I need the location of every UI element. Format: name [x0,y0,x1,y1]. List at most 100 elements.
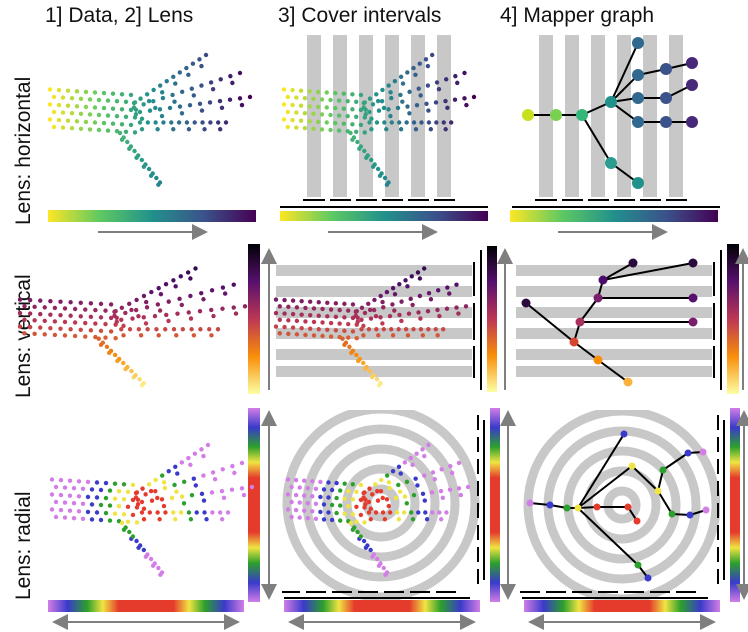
data-point [453,73,458,79]
graph-edge [525,302,575,343]
data-point [359,305,365,310]
data-point [98,328,104,334]
graph-edge [577,465,633,509]
data-point [138,96,143,101]
data-point [367,486,372,491]
data-point [320,306,325,312]
data-point [117,130,123,136]
data-point [71,516,77,521]
data-point [328,112,333,118]
data-point [56,102,62,108]
data-point [297,485,302,490]
data-point [290,117,295,123]
data-point [386,503,391,509]
data-point [426,442,431,448]
data-point [285,507,291,512]
data-point [414,102,420,108]
data-point [441,120,446,125]
data-point [133,490,139,496]
data-point [103,321,108,327]
data-point [398,127,404,132]
data-point [299,298,304,304]
data-point [133,307,139,313]
data-point [407,111,412,116]
data-point [387,313,393,319]
data-point [375,166,381,172]
data-point [398,471,403,476]
data-point [76,509,82,514]
data-point [74,89,80,94]
data-point [290,311,296,317]
graph-node [699,448,707,456]
data-point [98,502,104,508]
data-point [138,333,144,338]
graph-node [526,499,534,507]
data-point [128,107,134,113]
data-point [354,129,359,134]
data-point [353,313,358,318]
data-point [328,97,333,103]
data-point [372,297,377,303]
data-point [299,312,304,317]
data-point [197,309,203,314]
data-point [119,92,125,97]
data-point [60,110,66,115]
data-point [376,108,382,113]
data-point [386,83,391,88]
data-point [103,495,109,501]
data-point [333,314,339,320]
graph-node [550,109,562,121]
data-point [418,93,423,98]
data-point [311,96,316,102]
data-point [373,313,379,319]
data-point [405,104,410,109]
data-point [378,561,383,566]
data-point [378,489,384,494]
data-point [232,470,237,476]
data-point [342,301,347,307]
data-point [371,307,377,313]
data-point [350,92,355,97]
data-point [169,120,174,125]
data-point [350,348,356,354]
data-point [184,65,189,71]
data-point [38,311,43,317]
data-point [157,308,163,313]
data-point [56,87,62,93]
data-point [145,120,151,125]
data-point [390,333,396,338]
data-point [404,501,409,506]
data-point [188,293,193,299]
data-point [141,547,147,553]
data-point [204,517,209,522]
data-points-radial-cover [285,442,471,577]
data-point [414,451,419,456]
data-point [420,447,425,452]
data-point [78,126,84,131]
data-point [199,491,205,497]
data-point [125,489,131,494]
data-point [96,127,102,133]
data-point [368,547,373,553]
data-point [123,129,129,134]
data-point [342,328,347,334]
data-point [103,308,108,313]
column-title-data-lens: 1] Data, 2] Lens [45,4,193,27]
data-point [147,510,153,515]
column-title-cover: 3] Cover intervals [278,4,441,27]
data-point [173,464,178,470]
data-point [311,333,317,338]
data-point [157,83,163,88]
data-point [173,284,178,289]
data-point [38,325,43,330]
data-point [389,327,394,332]
data-point [171,74,176,80]
data-point [119,305,125,310]
data-point [210,470,216,475]
data-point [294,95,299,100]
data-point [53,484,59,490]
data-point [229,487,235,492]
data-point [135,502,141,507]
data-point [426,108,431,113]
data-point [146,98,152,104]
